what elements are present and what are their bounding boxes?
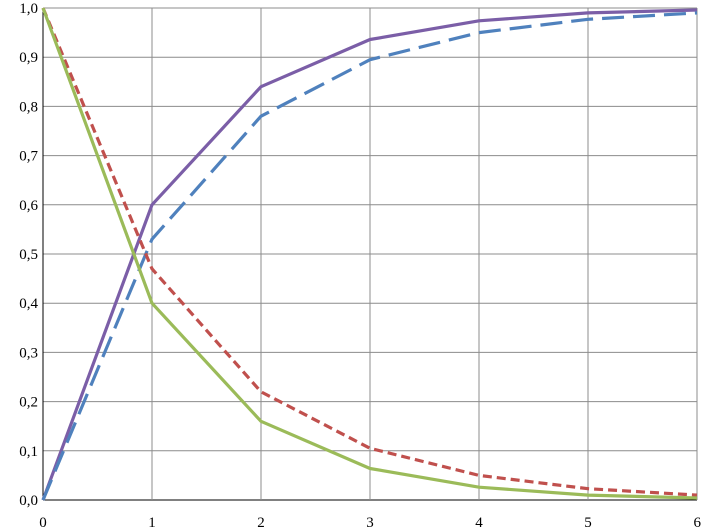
series-line-2: [41, 11, 698, 501]
y-tick-label: 0,5: [19, 247, 38, 263]
series-lines: [41, 7, 698, 501]
series-line-3: [41, 7, 698, 497]
y-tick-label: 0,0: [19, 493, 38, 509]
gridlines: [42, 7, 698, 501]
y-tick-label: 0,2: [19, 395, 38, 411]
y-tick-label: 0,9: [19, 50, 38, 66]
y-tick-labels: 0,0 0,1 0,2 0,3 0,4 0,5 0,6 0,7 0,8 0,9 1,0: [19, 1, 38, 509]
x-tick-label: 4: [475, 515, 483, 531]
y-tick-label: 0,3: [19, 345, 38, 361]
x-tick-label: 5: [584, 515, 592, 531]
series-line-4: [41, 7, 698, 500]
y-tick-label: 0,6: [19, 198, 38, 214]
x-tick-label: 2: [257, 515, 265, 531]
y-tick-label: 0,8: [19, 99, 38, 115]
y-tick-label: 0,1: [19, 444, 38, 460]
x-tick-label: 1: [148, 515, 156, 531]
x-tick-label: 0: [39, 515, 47, 531]
x-tick-labels: 0 1 2 3 4 5 6: [39, 515, 701, 531]
x-tick-label: 6: [694, 515, 702, 531]
y-tick-label: 1,0: [19, 1, 38, 17]
y-tick-label: 0,4: [19, 296, 38, 312]
x-tick-label: 3: [366, 515, 374, 531]
series-line-1: [41, 8, 698, 501]
y-tick-label: 0,7: [19, 149, 38, 165]
